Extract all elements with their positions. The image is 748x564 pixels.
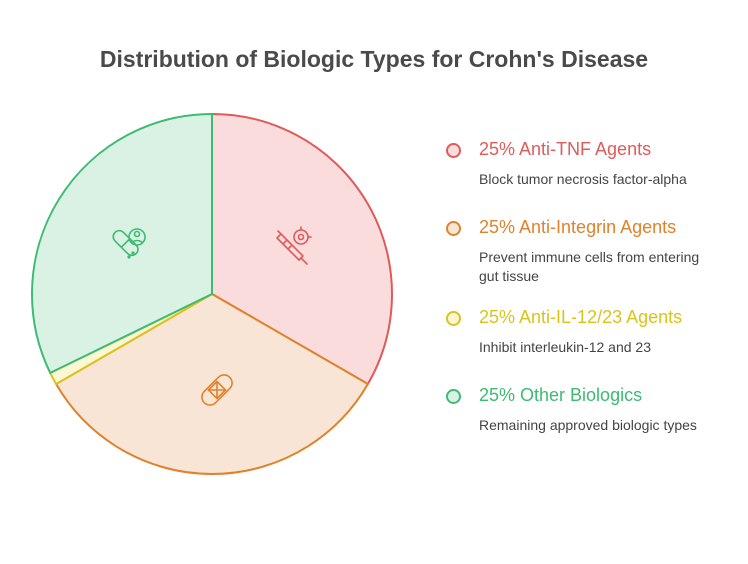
legend-desc-anti-il: Inhibit interleukin-12 and 23 (479, 339, 652, 355)
legend-label-anti-integrin: 25% Anti-Integrin Agents (479, 217, 677, 237)
legend-marker-anti-integrin (446, 221, 461, 236)
legend-desc-anti-integrin: Prevent immune cells from entering gut t… (479, 249, 700, 284)
syringe-icon (276, 226, 312, 265)
legend-desc-anti-tnf: Block tumor necrosis factor-alpha (479, 171, 687, 187)
legend-label-other: 25% Other Biologics (479, 385, 643, 405)
legend-label-anti-tnf: 25% Anti-TNF Agents (479, 139, 652, 159)
bandage-icon (201, 374, 233, 406)
legend-label-anti-il: 25% Anti-IL-12/23 Agents (479, 307, 683, 327)
legend-marker-other (446, 389, 461, 404)
legend-marker-anti-il (446, 311, 461, 326)
legend-marker-anti-tnf (446, 143, 461, 158)
legend-desc-other: Remaining approved biologic types (479, 417, 697, 433)
pie-slice-other (31, 113, 213, 374)
pie-slice-anti-tnf (211, 113, 393, 385)
chart-title: Distribution of Biologic Types for Crohn… (99, 46, 649, 72)
pill-icon (112, 228, 146, 259)
